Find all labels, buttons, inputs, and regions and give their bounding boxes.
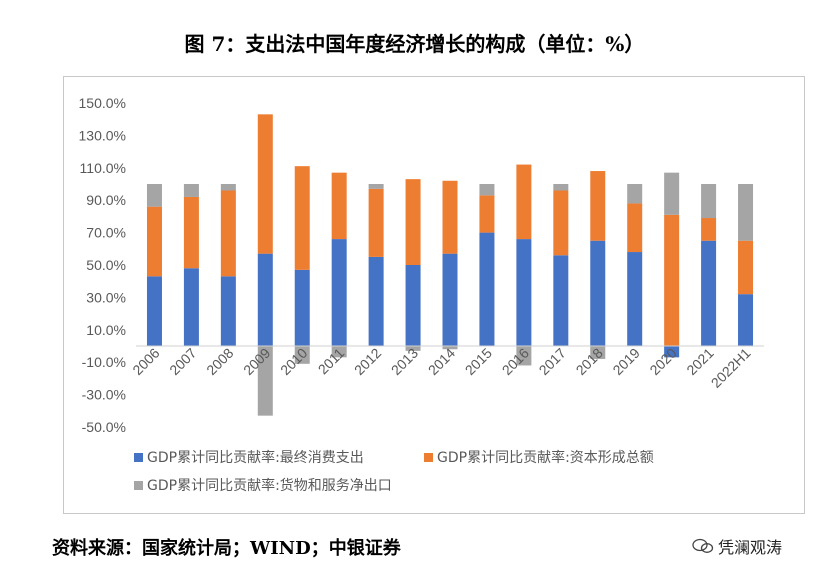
bar-capital [442,180,458,254]
legend-label: GDP累计同比贡献率:资本形成总额 [437,449,654,466]
bar-capital [257,114,273,254]
bar-capital [294,166,310,270]
bar-consumption [516,239,532,346]
bar-net-exports [257,346,273,416]
x-tick-label: 2014 [425,345,458,378]
bar-net-exports [553,184,569,191]
bar-net-exports [294,346,310,364]
bar-net-exports [183,184,199,197]
bar-consumption [442,253,458,346]
x-tick-label: 2021 [683,345,716,378]
bar-consumption [257,253,273,346]
bar-capital [146,206,162,277]
source-note: 资料来源：国家统计局；WIND；中银证券 [52,538,401,559]
y-tick-label: 110.0% [80,160,126,176]
x-tick-label: 2022H1 [708,345,754,391]
bar-consumption [479,232,495,346]
bar-net-exports [590,346,606,359]
y-tick-label: 30.0% [86,289,126,305]
bar-consumption [738,294,754,346]
legend-label: GDP累计同比贡献率:货物和服务净出口 [147,477,392,494]
bar-net-exports [220,184,236,191]
bar-capital [516,164,532,240]
bar-net-exports [701,184,717,219]
bar-net-exports [146,184,162,207]
bar-consumption [220,276,236,346]
bar-chart: 150.0% 130.0% 110.0% 90.0% 70.0% 50.0% 30.0% 10… [79,95,764,494]
x-tick-label: 2012 [351,345,384,378]
bar-consumption [701,240,717,346]
bar-capital [183,196,199,269]
bar-capital [701,218,717,241]
y-tick-label: 50.0% [86,257,126,273]
bar-capital [664,214,680,346]
x-tick-label: 2015 [462,345,495,378]
bar-consumption [664,346,680,358]
watermark: 凭澜观涛 [692,534,782,558]
bar-consumption [590,240,606,346]
wechat-icon [692,538,714,553]
bar-consumption [553,255,569,346]
y-tick-label: -10.0% [82,354,126,370]
x-tick-label: 2017 [536,345,569,378]
bar-net-exports [516,346,532,366]
bar-consumption [331,239,347,346]
x-tick-label: 2019 [609,345,642,378]
y-tick-label: -50.0% [82,419,126,435]
bar-capital [220,190,236,277]
legend-swatch [134,453,143,462]
bar-net-exports [627,184,643,204]
bar-net-exports [368,184,384,189]
bar-consumption [146,276,162,346]
watermark-text: 凭澜观涛 [718,538,783,557]
bar-capital [368,188,384,257]
bar-consumption [183,268,199,346]
bar-consumption [368,256,384,346]
chart-title: 图 7：支出法中国年度经济增长的构成（单位：%） [184,32,645,56]
y-tick-label: 130.0% [79,127,126,143]
y-tick-label: 70.0% [86,225,126,241]
legend-label: GDP累计同比贡献率:最终消费支出 [147,449,364,466]
bar-net-exports [331,346,347,358]
legend-swatch [134,481,143,490]
bar-net-exports [442,346,458,350]
y-tick-label: 90.0% [86,192,126,208]
bar-capital [479,195,495,233]
bar-capital [738,240,754,295]
chart-area: 150.0% 130.0% 110.0% 90.0% 70.0% 50.0% 30.0% 10… [63,76,805,514]
bar-capital [331,172,347,240]
legend-swatch [424,453,433,462]
bar-net-exports [738,184,754,241]
bar-consumption [627,252,643,346]
bar-net-exports [405,346,421,351]
bar-capital [405,179,421,265]
x-tick-label: 2008 [203,345,236,378]
y-tick-label: 150.0% [79,95,126,111]
x-tick-label: 2007 [166,345,199,378]
bar-capital [553,190,569,256]
bar-net-exports [479,184,495,196]
bar-consumption [405,265,421,346]
x-tick-label: 2006 [129,345,162,378]
bar-capital [590,171,606,241]
bar-net-exports [664,172,680,215]
bar-capital [627,203,643,253]
y-tick-label: -30.0% [82,387,126,403]
y-tick-label: 10.0% [86,322,126,338]
bar-consumption [294,269,310,346]
